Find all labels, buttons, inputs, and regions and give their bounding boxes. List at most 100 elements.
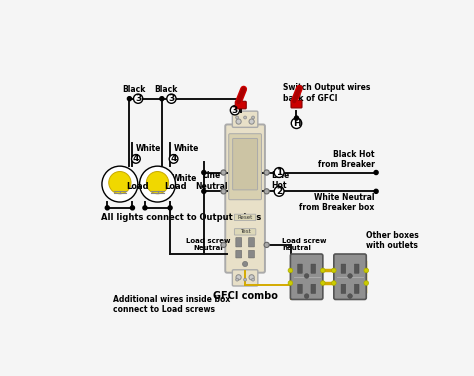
FancyBboxPatch shape (248, 250, 255, 258)
Text: 3: 3 (135, 94, 141, 103)
Circle shape (274, 168, 284, 177)
Circle shape (288, 281, 293, 285)
Text: White Neutral
from Breaker box: White Neutral from Breaker box (300, 193, 374, 212)
Circle shape (146, 171, 169, 194)
Circle shape (348, 274, 352, 278)
Circle shape (320, 268, 325, 273)
Circle shape (132, 155, 140, 163)
Circle shape (348, 294, 352, 299)
Text: Switch Output wires
back of GFCI: Switch Output wires back of GFCI (283, 83, 371, 103)
Circle shape (320, 281, 325, 285)
Text: GFCI combo: GFCI combo (213, 291, 278, 300)
Circle shape (128, 97, 131, 101)
Circle shape (236, 275, 241, 280)
Text: Test: Test (240, 229, 250, 234)
Circle shape (331, 281, 336, 285)
Text: 4: 4 (170, 155, 177, 164)
FancyBboxPatch shape (232, 111, 258, 127)
FancyBboxPatch shape (291, 100, 302, 108)
Circle shape (264, 170, 269, 175)
Circle shape (244, 116, 246, 119)
Circle shape (304, 274, 309, 278)
Text: 1: 1 (276, 168, 282, 177)
Text: Reset: Reset (237, 215, 253, 220)
Text: Black: Black (122, 85, 146, 94)
FancyBboxPatch shape (311, 284, 316, 294)
FancyBboxPatch shape (225, 124, 265, 273)
Circle shape (221, 189, 226, 194)
Circle shape (294, 116, 299, 120)
Circle shape (252, 278, 255, 281)
Circle shape (130, 206, 135, 210)
FancyBboxPatch shape (234, 214, 256, 221)
Circle shape (374, 189, 378, 193)
Text: Line
Neutral: Line Neutral (195, 171, 228, 191)
Circle shape (221, 242, 226, 247)
Text: 3: 3 (232, 106, 238, 115)
FancyBboxPatch shape (355, 264, 359, 273)
Text: 2: 2 (276, 187, 282, 196)
Circle shape (202, 189, 206, 193)
Circle shape (105, 206, 109, 210)
Circle shape (236, 116, 238, 119)
Circle shape (304, 294, 309, 299)
Circle shape (202, 170, 206, 174)
Circle shape (109, 171, 131, 194)
FancyBboxPatch shape (232, 270, 258, 286)
Circle shape (364, 281, 369, 285)
Text: Black Hot
from Breaker: Black Hot from Breaker (318, 150, 374, 169)
FancyBboxPatch shape (298, 264, 302, 273)
FancyBboxPatch shape (236, 238, 242, 247)
Circle shape (364, 268, 369, 273)
Text: Other boxes
with outlets: Other boxes with outlets (366, 230, 419, 250)
Circle shape (167, 94, 176, 103)
FancyBboxPatch shape (234, 229, 256, 235)
Text: 3: 3 (168, 94, 174, 103)
Circle shape (249, 119, 254, 124)
Circle shape (243, 261, 248, 267)
Circle shape (143, 206, 147, 210)
Text: Line
Hot: Line Hot (271, 171, 290, 190)
Circle shape (230, 106, 239, 115)
FancyBboxPatch shape (235, 101, 246, 109)
Circle shape (102, 166, 138, 202)
Circle shape (236, 278, 238, 281)
Text: H: H (292, 119, 301, 128)
Text: Load: Load (164, 182, 186, 191)
FancyBboxPatch shape (341, 284, 346, 294)
Circle shape (292, 118, 301, 129)
Circle shape (139, 166, 175, 202)
Circle shape (252, 116, 255, 119)
Circle shape (264, 189, 269, 194)
Circle shape (236, 119, 241, 124)
Text: 4: 4 (133, 155, 139, 164)
Circle shape (331, 268, 336, 273)
Circle shape (264, 242, 269, 247)
Circle shape (288, 268, 293, 273)
Circle shape (169, 155, 178, 163)
FancyBboxPatch shape (236, 250, 242, 258)
Circle shape (134, 94, 143, 103)
Text: All lights connect to Output wires: All lights connect to Output wires (101, 214, 261, 223)
FancyBboxPatch shape (298, 284, 302, 294)
Text: White: White (136, 144, 161, 153)
Text: White: White (172, 174, 198, 183)
FancyBboxPatch shape (248, 238, 255, 247)
Text: Additional wires inside box
connect to Load screws: Additional wires inside box connect to L… (113, 294, 230, 314)
Text: Load: Load (126, 182, 149, 191)
FancyBboxPatch shape (229, 134, 262, 200)
FancyBboxPatch shape (233, 138, 257, 190)
Circle shape (168, 206, 172, 210)
FancyBboxPatch shape (334, 254, 366, 299)
Circle shape (221, 170, 226, 175)
Text: Load screw
Neutral: Load screw Neutral (186, 238, 230, 252)
FancyBboxPatch shape (355, 284, 359, 294)
Circle shape (249, 275, 254, 280)
FancyBboxPatch shape (341, 264, 346, 273)
Text: Load screw
neutral: Load screw neutral (282, 238, 327, 252)
Text: Black: Black (155, 85, 178, 94)
Circle shape (244, 278, 246, 281)
FancyBboxPatch shape (311, 264, 316, 273)
Circle shape (160, 97, 164, 101)
FancyBboxPatch shape (291, 254, 323, 299)
